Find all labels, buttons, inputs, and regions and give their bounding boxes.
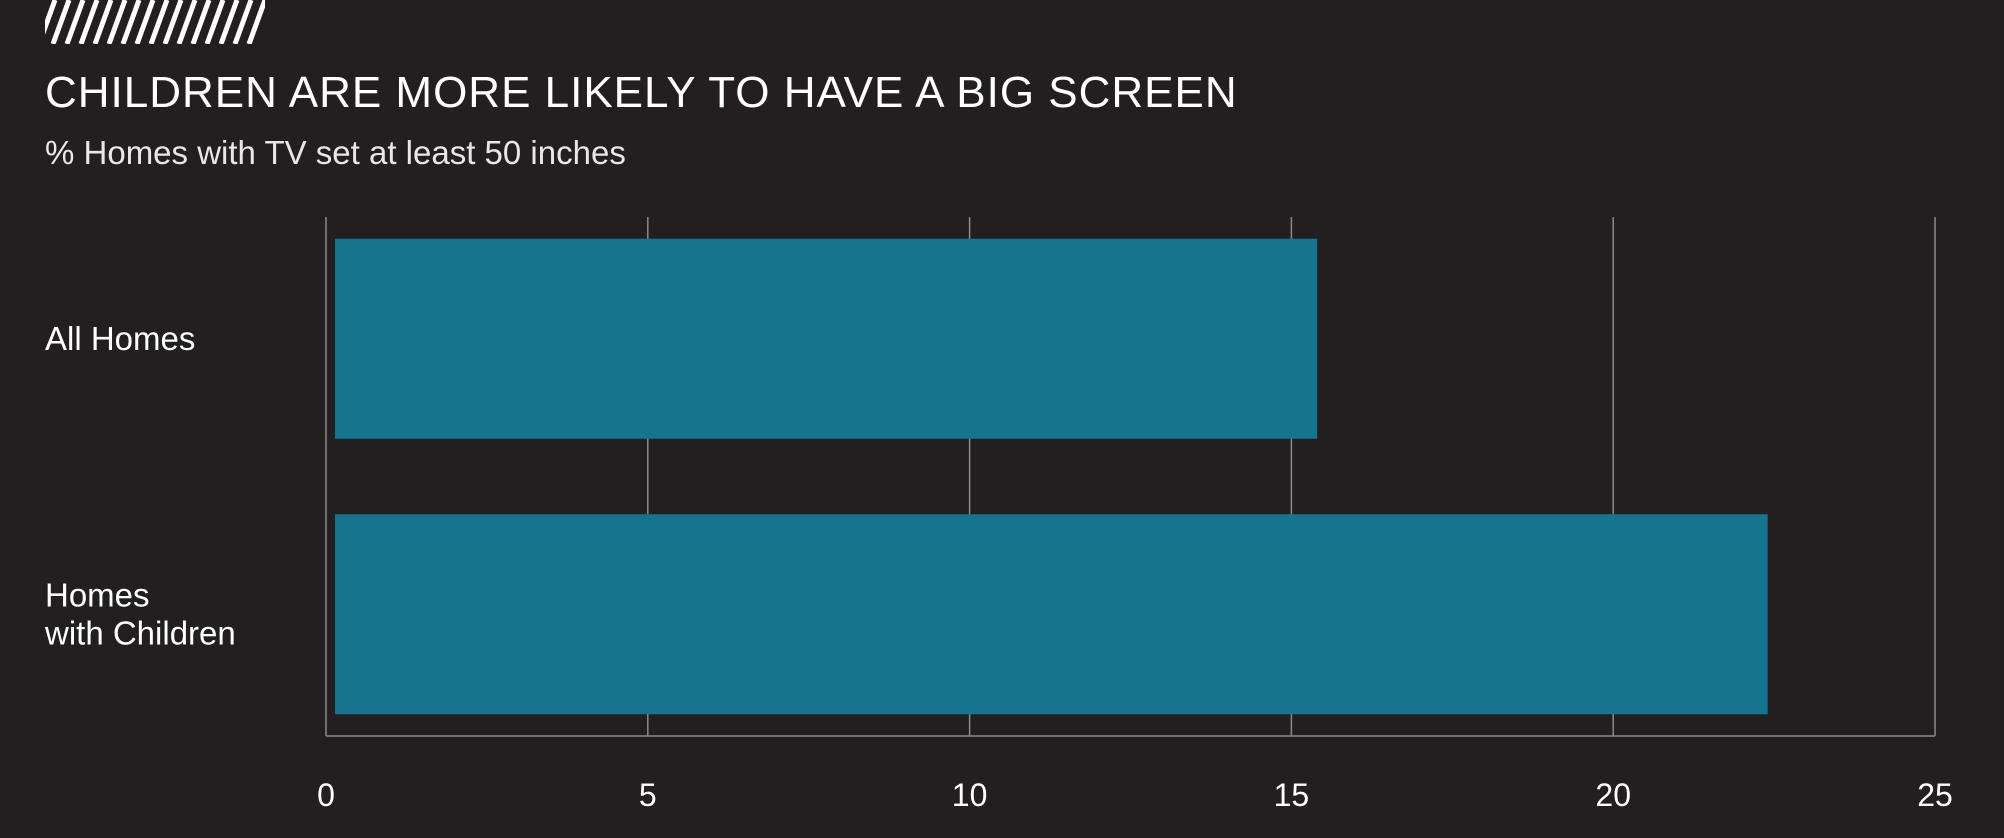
- logo-stripes-icon: [45, 0, 265, 44]
- x-axis-tick-labels: 0 5 10 15 20 25: [317, 777, 1953, 813]
- x-tick-label: 10: [952, 777, 988, 813]
- x-tick-label: 15: [1274, 777, 1310, 813]
- x-tick-label: 5: [639, 777, 657, 813]
- category-label-line: All Homes: [45, 320, 195, 357]
- x-tick-label: 0: [317, 777, 335, 813]
- category-label: Homes with Children: [44, 576, 236, 651]
- bar-0: [335, 238, 1318, 439]
- bars: [335, 238, 1768, 715]
- category-label: All Homes: [45, 320, 195, 357]
- x-tick-label: 20: [1595, 777, 1631, 813]
- bar-1: [335, 514, 1768, 715]
- chart-subtitle: % Homes with TV set at least 50 inches: [45, 134, 626, 171]
- x-tick-label: 25: [1917, 777, 1953, 813]
- chart-title: CHILDREN ARE MORE LIKELY TO HAVE A BIG S…: [45, 68, 1238, 117]
- category-label-line: Homes: [45, 576, 150, 613]
- category-labels: All Homes Homes with Children: [44, 320, 236, 652]
- category-label-line: with Children: [44, 614, 236, 651]
